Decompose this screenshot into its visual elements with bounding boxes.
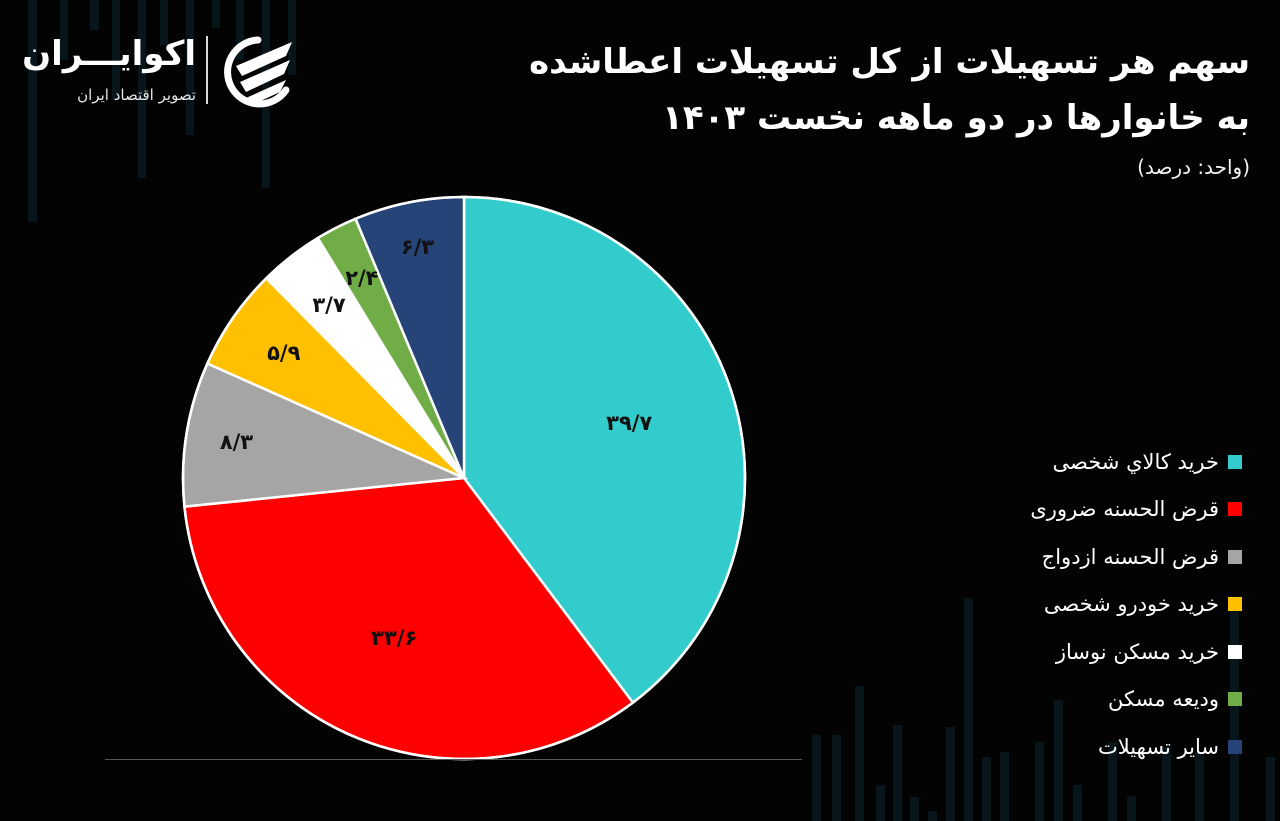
slice-value-label: ۳۳/۶ (371, 625, 418, 650)
legend-swatch (1228, 597, 1242, 612)
logo-subtitle: تصویر اقتصاد ایران (77, 86, 196, 104)
legend-item: قرض الحسنه ضروری (1030, 486, 1242, 534)
legend-label: سایر تسهیلات (1098, 734, 1219, 759)
brand-logo: اکوایـــران تصویر اقتصاد ایران (22, 34, 298, 110)
legend-label: خرید کالاي شخصی (1052, 449, 1219, 474)
legend-label: قرض الحسنه ازدواج (1041, 544, 1219, 569)
legend-swatch (1228, 644, 1242, 659)
slice-value-label: ۳۹/۷ (606, 410, 653, 435)
legend-label: خرید خودرو شخصی (1043, 592, 1219, 617)
slice-value-label: ۶/۳ (400, 234, 435, 259)
legend-label: ودیعه مسکن (1108, 687, 1219, 712)
logo-name: اکوایـــران (22, 34, 196, 74)
brand-swirl-icon (224, 36, 292, 108)
slice-value-label: ۵/۹ (267, 341, 301, 366)
legend-swatch (1228, 549, 1242, 564)
chart-baseline (105, 759, 802, 760)
slice-value-label: ۸/۳ (219, 429, 254, 454)
legend-item: خرید کالاي شخصی (1030, 438, 1242, 486)
legend-label: قرض الحسنه ضروری (1030, 497, 1219, 522)
legend-item: خرید مسکن نوساز (1030, 628, 1242, 676)
legend-swatch (1228, 454, 1242, 469)
chart-unit: (واحد: درصد) (1137, 155, 1250, 179)
slice-value-label: ۲/۴ (345, 265, 379, 290)
legend-label: خرید مسکن نوساز (1055, 639, 1219, 664)
logo-divider (206, 36, 208, 104)
legend-swatch (1228, 502, 1242, 517)
slice-value-label: ۳/۷ (312, 293, 346, 318)
legend-swatch (1228, 692, 1242, 707)
legend-swatch (1228, 739, 1242, 754)
chart-title-line-2: به خانوارها در دو ماهه نخست ۱۴۰۳ (662, 98, 1250, 138)
legend-item: قرض الحسنه ازدواج (1030, 533, 1242, 581)
chart-legend: خرید کالاي شخصی قرض الحسنه ضروری قرض الح… (1030, 438, 1242, 771)
legend-item: ودیعه مسکن (1030, 676, 1242, 724)
chart-title-line-1: سهم هر تسهیلات از کل تسهیلات اعطاشده (529, 42, 1250, 82)
legend-item: خرید خودرو شخصی (1030, 581, 1242, 629)
chart-header: سهم هر تسهیلات از کل تسهیلات اعطاشده به … (529, 34, 1250, 182)
legend-item: سایر تسهیلات (1030, 723, 1242, 771)
